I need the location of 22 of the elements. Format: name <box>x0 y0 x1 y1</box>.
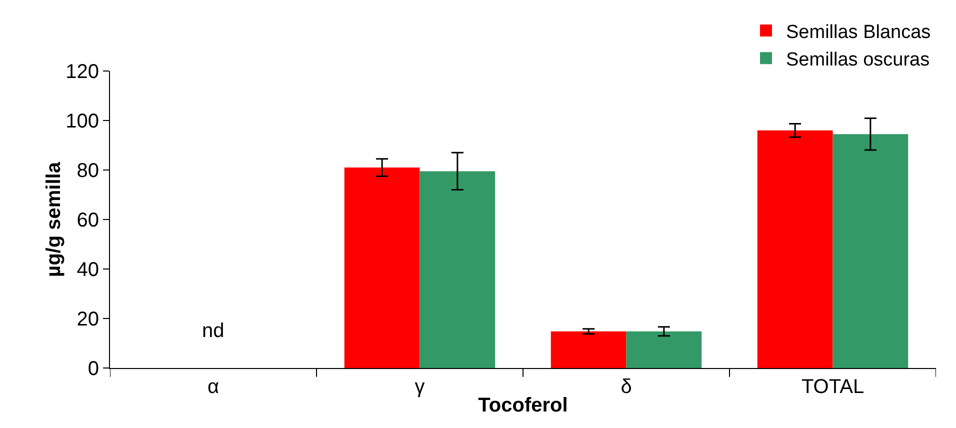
y-tick-label: 0 <box>88 358 99 380</box>
annotation: nd <box>202 320 224 342</box>
x-tick-label: α <box>207 376 220 398</box>
bar <box>550 331 626 368</box>
y-tick-label: 40 <box>76 259 99 281</box>
bar <box>757 130 833 368</box>
bar <box>420 171 496 368</box>
bar <box>832 134 908 368</box>
y-tick-label: 100 <box>66 110 99 132</box>
y-tick-label: 20 <box>76 308 99 330</box>
bar <box>344 168 420 368</box>
y-tick-label: 60 <box>76 210 99 232</box>
x-tick-label: γ <box>414 376 425 398</box>
y-tick-label: 80 <box>76 160 99 182</box>
x-tick-label: TOTAL <box>801 376 864 398</box>
y-tick-label: 120 <box>66 61 99 83</box>
x-axis-title: Tocoferol <box>478 394 568 416</box>
legend-label: Semillas Blancas <box>786 22 931 43</box>
x-tick-label: δ <box>620 376 632 398</box>
legend-label: Semillas oscuras <box>786 50 930 71</box>
y-axis-title: µg/g semilla <box>43 161 65 277</box>
bar <box>626 331 702 368</box>
